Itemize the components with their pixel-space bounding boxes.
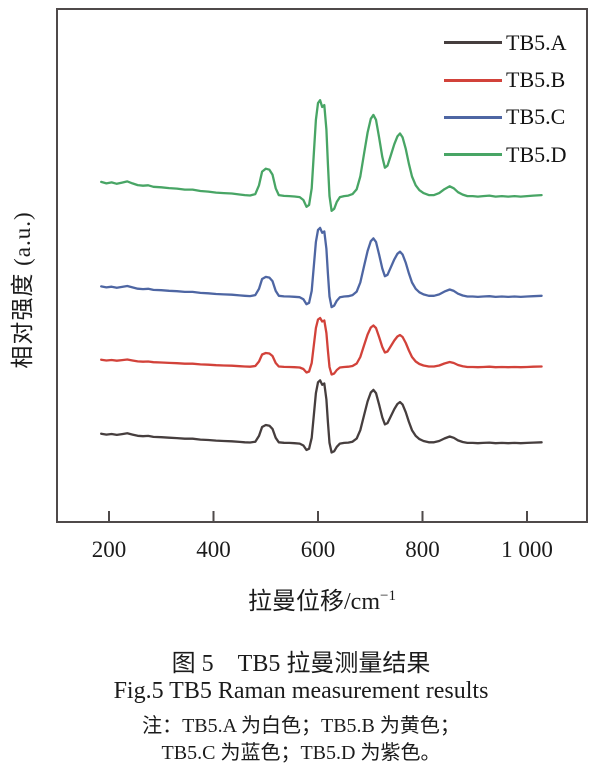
legend: TB5.A TB5.B TB5.C TB5.D <box>444 24 594 174</box>
legend-label-tb5b: TB5.B <box>506 67 566 93</box>
caption-english: Fig.5 TB5 Raman measurement results <box>113 678 489 704</box>
x-axis-label: 拉曼位移/cm−1 <box>248 581 396 616</box>
trace-TB5.A <box>100 379 543 454</box>
x-tick-label-400: 400 <box>196 537 231 562</box>
legend-item-tb5a: TB5.A <box>444 24 594 61</box>
caption-note-line1: 注：TB5.A 为白色；TB5.B 为黄色； <box>142 715 460 737</box>
x-tick-label-600: 600 <box>300 537 336 562</box>
x-axis-label-text: 拉曼位移/cm <box>248 589 381 615</box>
legend-label-tb5a: TB5.A <box>506 29 567 55</box>
caption-note-line2: TB5.C 为蓝色；TB5.D 为紫色。 <box>161 742 441 764</box>
legend-label-tb5c: TB5.C <box>506 104 566 130</box>
x-tick-label-200: 200 <box>91 537 127 562</box>
trace-TB5.C <box>100 226 543 309</box>
legend-line-swatch-tb5b <box>444 78 502 82</box>
legend-label-tb5d: TB5.D <box>506 141 567 167</box>
y-axis-label: 相对强度 (a.u.) <box>10 211 35 369</box>
plot-frame <box>56 8 588 523</box>
x-tick-label-1000: 1 000 <box>501 537 553 562</box>
raman-spectra-plot <box>56 8 588 523</box>
legend-line-swatch-tb5d <box>444 153 502 157</box>
legend-line-swatch-tb5c <box>444 115 502 119</box>
legend-item-tb5c: TB5.C <box>444 99 594 136</box>
legend-line-swatch-tb5a <box>444 41 502 45</box>
caption-chinese: 图 5 TB5 拉曼测量结果 <box>171 651 431 677</box>
trace-TB5.B <box>100 316 543 376</box>
x-tick-label-800: 800 <box>405 537 440 562</box>
x-axis-label-superscript: −1 <box>380 588 396 604</box>
trace-TB5.D <box>100 99 543 212</box>
legend-item-tb5d: TB5.D <box>444 136 594 173</box>
legend-item-tb5b: TB5.B <box>444 61 594 98</box>
